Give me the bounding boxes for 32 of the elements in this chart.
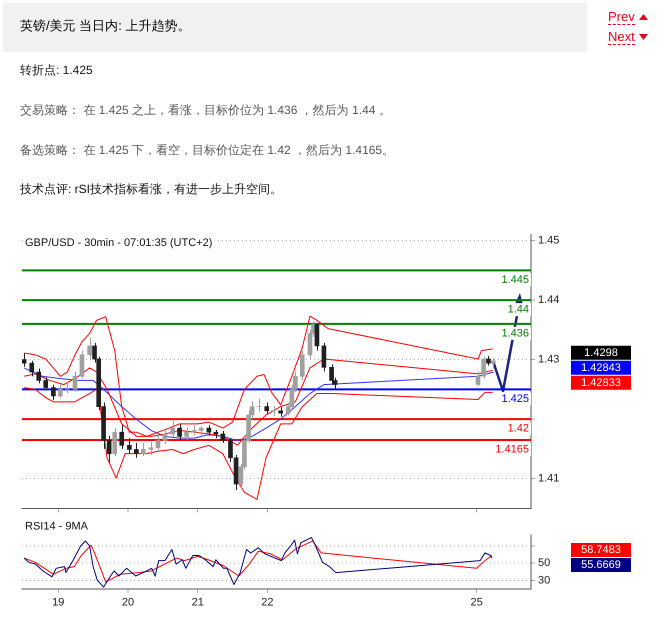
y-tick-label: 50 [538,557,550,570]
y-tick-label: 1.44 [538,294,560,306]
x-tick-label: 21 [192,596,204,608]
ref-line-label: 1.4165 [495,443,529,456]
y-tick-label: 1.41 [538,472,560,485]
x-tick-label: 20 [122,596,134,608]
ref-line-label: 1.44 [508,304,529,316]
text: 交易策略： 在 1.425 之上，看涨，目标价位为 1.436 ，然后为 1.44 。 [20,102,391,119]
chart-title: 英镑/美元 当日内: 上升趋势。 [20,17,190,35]
text: 技术点评: rSI技术指标看涨，有进一步上升空间。 [20,181,282,198]
candlestick [162,429,168,445]
y-tick-label: 1.45 [538,234,560,247]
text: 58.7483 [581,544,621,556]
ref-line-label: 1.436 [501,327,529,340]
y-tick-label: 30 [538,574,550,586]
text: 转折点: 1.425 [20,62,93,79]
ref-line-label: 1.445 [501,274,529,286]
chart-subtitle: GBP/USD - 30min - 07:01:35 (UTC+2) [25,237,212,250]
text: Prev [608,9,635,25]
ref-line-label: 1.42 [508,422,529,435]
x-tick-label: 25 [470,596,483,608]
ref-line-label: 1.425 [501,392,529,405]
text: 1.4298 [584,346,618,359]
text: 55.6669 [581,559,621,572]
chart-title: RSI14 - 9MA [25,520,89,533]
x-tick-label: 19 [52,596,64,608]
y-tick-label: 1.43 [538,354,560,366]
text: 1.42833 [581,376,621,389]
text: 1.42843 [581,362,621,374]
text: 备选策略： 在 1.425 下，看空，目标价位定在 1.42 ，然后为 1.4165。 [20,142,394,159]
x-tick-label: 22 [261,596,274,608]
text: Next [608,29,635,45]
